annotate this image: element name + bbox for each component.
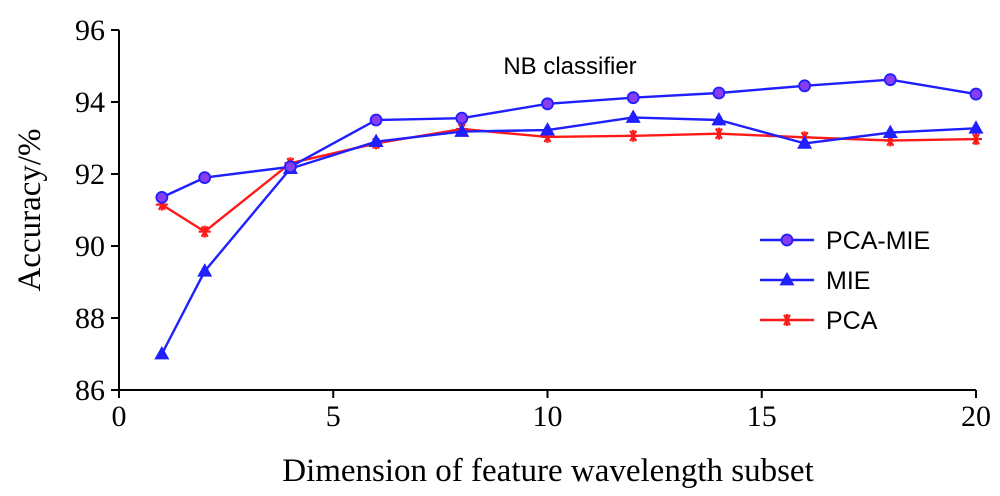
data-point-pca-mie xyxy=(283,160,297,174)
data-point-pca-mie xyxy=(969,87,983,101)
y-tick-label: 86 xyxy=(75,374,105,407)
data-point-pca-mie xyxy=(369,113,383,127)
data-point-pca xyxy=(970,133,982,146)
data-point-mie xyxy=(711,111,727,126)
y-tick-label: 92 xyxy=(75,158,105,191)
legend: PCA-MIE MIE PCA xyxy=(760,227,930,335)
data-point-pca-mie xyxy=(798,79,811,93)
data-point-mie xyxy=(882,124,898,138)
data-point-mie xyxy=(625,109,641,123)
data-point-pca-mie xyxy=(455,111,469,125)
y-tick-label: 88 xyxy=(75,302,105,335)
series-mie xyxy=(154,109,984,360)
series-pca-mie xyxy=(155,73,983,204)
data-point-pca-mie xyxy=(155,190,169,204)
data-point-mie xyxy=(539,122,556,136)
x-tick-label: 0 xyxy=(112,400,127,433)
x-ticks: 0 5 10 15 20 xyxy=(112,390,991,433)
data-point-mie xyxy=(968,120,984,134)
legend-marker-pca xyxy=(781,314,793,326)
y-ticks: 86 88 90 92 94 96 xyxy=(75,14,119,407)
data-point-mie xyxy=(797,135,813,149)
legend-label-pca-mie: PCA-MIE xyxy=(826,227,930,255)
x-tick-label: 15 xyxy=(747,400,777,433)
legend-label-mie: MIE xyxy=(826,267,870,295)
y-tick-label: 94 xyxy=(75,86,105,119)
series-layer xyxy=(154,73,984,360)
data-point-pca-mie xyxy=(541,97,554,111)
data-point-pca-mie xyxy=(712,86,726,100)
x-axis-title: Dimension of feature wavelength subset xyxy=(282,453,814,489)
y-tick-label: 90 xyxy=(75,230,105,263)
data-point-pca xyxy=(712,127,725,140)
y-tick-label: 96 xyxy=(75,14,105,47)
chart-annotation: NB classifier xyxy=(503,53,636,80)
data-point-pca-mie xyxy=(626,91,640,105)
x-tick-label: 5 xyxy=(326,400,341,433)
data-point-mie xyxy=(368,133,384,147)
series-line-pca xyxy=(161,127,977,233)
data-point-pca xyxy=(627,129,640,142)
legend-marker-mie xyxy=(779,271,795,286)
data-point-mie xyxy=(454,123,470,137)
data-point-pca-mie xyxy=(198,171,212,185)
x-tick-label: 10 xyxy=(533,400,563,433)
data-point-pca xyxy=(198,225,211,238)
legend-marker-pca-mie xyxy=(780,233,794,247)
y-axis-title: Accuracy/% xyxy=(12,128,48,291)
legend-label-pca: PCA xyxy=(826,307,878,335)
axes xyxy=(118,30,976,391)
data-point-pca-mie xyxy=(883,73,897,87)
data-point-mie xyxy=(154,345,170,360)
x-tick-label: 20 xyxy=(961,400,991,433)
data-point-mie xyxy=(197,263,213,277)
